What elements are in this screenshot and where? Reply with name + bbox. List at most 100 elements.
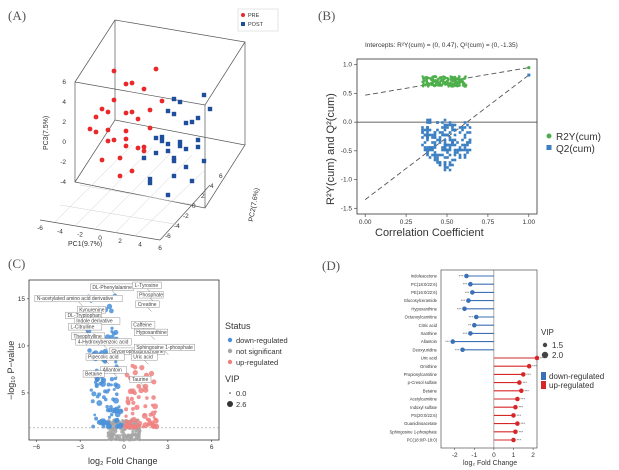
metabolite-name: Octanoylcarnitine (405, 315, 438, 320)
down-dot (450, 339, 456, 344)
up-dot (515, 421, 520, 426)
label-leader-line (164, 350, 169, 355)
down-dot (472, 322, 477, 328)
q2-permutation-point (426, 148, 429, 152)
q2-permutation-point (438, 131, 442, 134)
down-point (105, 407, 111, 413)
r2y-permutation-point (432, 83, 435, 87)
metabolite-label-box (82, 370, 105, 378)
label-leader-line (111, 290, 117, 295)
r2y-permutation-point (463, 85, 467, 88)
q2-permutation-point (428, 148, 432, 152)
post-point (195, 137, 201, 143)
q2-permutation-point (461, 138, 464, 142)
ns-point (131, 438, 136, 442)
q2-permutation-point (443, 138, 447, 142)
ns-point (106, 431, 111, 435)
up-point (136, 383, 142, 389)
q2-permutation-point (463, 143, 467, 147)
r2y-permutation-point (429, 77, 432, 80)
metabolite-name: Hypoxanthine (411, 306, 437, 311)
up-point (152, 403, 159, 410)
up-point (125, 396, 130, 400)
q2-permutation-point (458, 126, 462, 129)
post-point (171, 155, 177, 161)
pre-point (99, 106, 105, 112)
pre-point (105, 109, 111, 115)
q2-permutation-point (421, 128, 424, 132)
post-point (183, 164, 189, 170)
pca-points (87, 66, 213, 198)
q2-permutation-point (451, 128, 454, 132)
down-point (91, 391, 97, 397)
q2-permutation-point (443, 143, 447, 147)
permutation-ticks: 0.00 0.25 0.50 0.75 1.00 -1.5 -1.0 -0.5 0.0 0.5 1.… (341, 62, 536, 226)
q2-permutation-point (466, 131, 469, 134)
down-point (113, 329, 119, 336)
significance-stars: *** (520, 397, 525, 402)
post-point (207, 106, 213, 112)
pre-point (105, 138, 111, 144)
pca-z-axis-label: PC3(7.5%) (43, 116, 50, 150)
significance-stars: *** (532, 364, 537, 369)
r2y-permutation-point (431, 79, 435, 83)
q2-permutation-point (461, 128, 464, 132)
q2-permutation-point (451, 143, 454, 147)
q2-permutation-point (448, 146, 452, 149)
metabolite-name: PC(18:0/22:6) (411, 282, 438, 287)
r2y-permutation-point (429, 81, 433, 85)
q2-permutation-point (451, 163, 454, 167)
q2-permutation-point (433, 131, 437, 134)
pre-point (141, 144, 147, 150)
up-point (124, 414, 128, 418)
x-tick-label: 0 (98, 235, 102, 242)
legend-post-label: POST (248, 22, 264, 28)
up-point (133, 424, 139, 429)
post-point (177, 143, 183, 149)
metabolite-label: DL-Tryptophan (68, 313, 101, 319)
significance-stars: *** (516, 413, 521, 418)
q2-permutation-point (433, 146, 437, 149)
r2y-permutation-point (456, 85, 459, 88)
r2y-permutation-point (436, 78, 440, 81)
r2y-permutation-point (455, 77, 458, 81)
pca-x-ticks: -6 -4 -2 0 2 4 6 (37, 225, 162, 252)
ns-point (109, 431, 114, 435)
ns-point (129, 436, 133, 440)
r2y-permutation-point (436, 84, 439, 87)
pre-point (123, 128, 129, 134)
r2y-permutation-point (431, 75, 434, 78)
down-point (109, 383, 113, 387)
q2-permutation-point (443, 133, 447, 137)
q2-permutation-point (468, 131, 472, 134)
post-point (195, 115, 201, 121)
y-tick-label: 0.5 (343, 90, 352, 97)
legend-down-label: down-regulated (236, 336, 288, 345)
label-leader-line (147, 307, 152, 312)
q2-permutation-point (458, 153, 462, 157)
metabolite-name: Ornithine (420, 364, 438, 369)
legend-q2-label: Q2(cum) (556, 144, 595, 155)
post-point (177, 99, 183, 105)
up-point (124, 419, 130, 425)
metabolite-label: Taurine (132, 377, 149, 383)
metabolite-name: Glucosylceramide (404, 298, 438, 303)
up-point (151, 379, 157, 385)
down-dot (464, 273, 469, 279)
r2y-permutation-point (434, 78, 437, 82)
down-point (119, 409, 123, 413)
metabolite-label-box (132, 281, 162, 289)
r2y-permutation-point (426, 85, 430, 88)
ns-point (114, 436, 118, 440)
y-tick-label: 15 (18, 296, 26, 303)
r2y-permutation-point (421, 85, 425, 88)
vip-legend-title: VIP (225, 374, 240, 384)
q2-permutation-point (433, 153, 437, 157)
q2-permutation-point (441, 146, 444, 149)
post-point (159, 134, 165, 140)
metabolite-label-box (85, 353, 125, 361)
legend-post-marker (241, 22, 245, 26)
r2y-permutation-point (458, 75, 461, 78)
pre-point (123, 136, 129, 142)
legend-vip-large-marker (227, 401, 233, 407)
